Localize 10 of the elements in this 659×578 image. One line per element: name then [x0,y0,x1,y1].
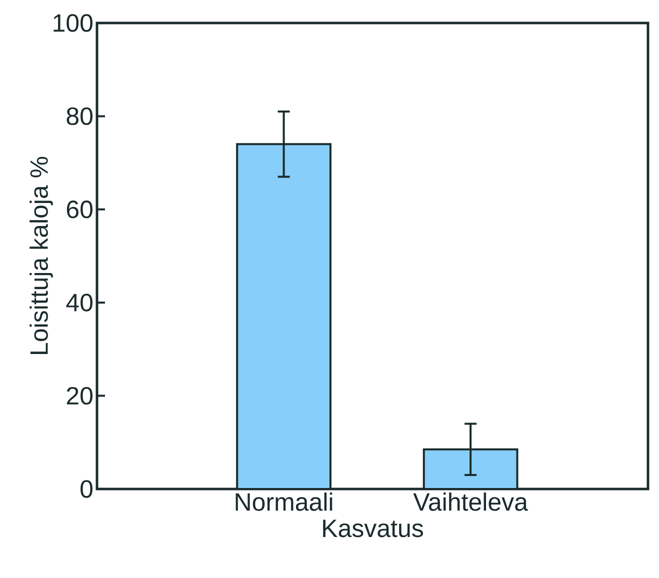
y-tick-label: 40 [66,294,92,312]
x-tick-label: Normaali [236,492,332,511]
x-tick-label: Vaihteleva [413,492,528,511]
y-tick-label: 0 [80,480,92,498]
y-tick-label: 20 [66,386,92,405]
x-axis-title: Kasvatus [323,520,423,538]
y-tick-label: 80 [66,107,92,126]
y-tick-label: 60 [66,200,92,218]
y-axis-title: Loisittuja kaloja % [30,156,53,354]
y-tick-label: 100 [54,14,92,32]
